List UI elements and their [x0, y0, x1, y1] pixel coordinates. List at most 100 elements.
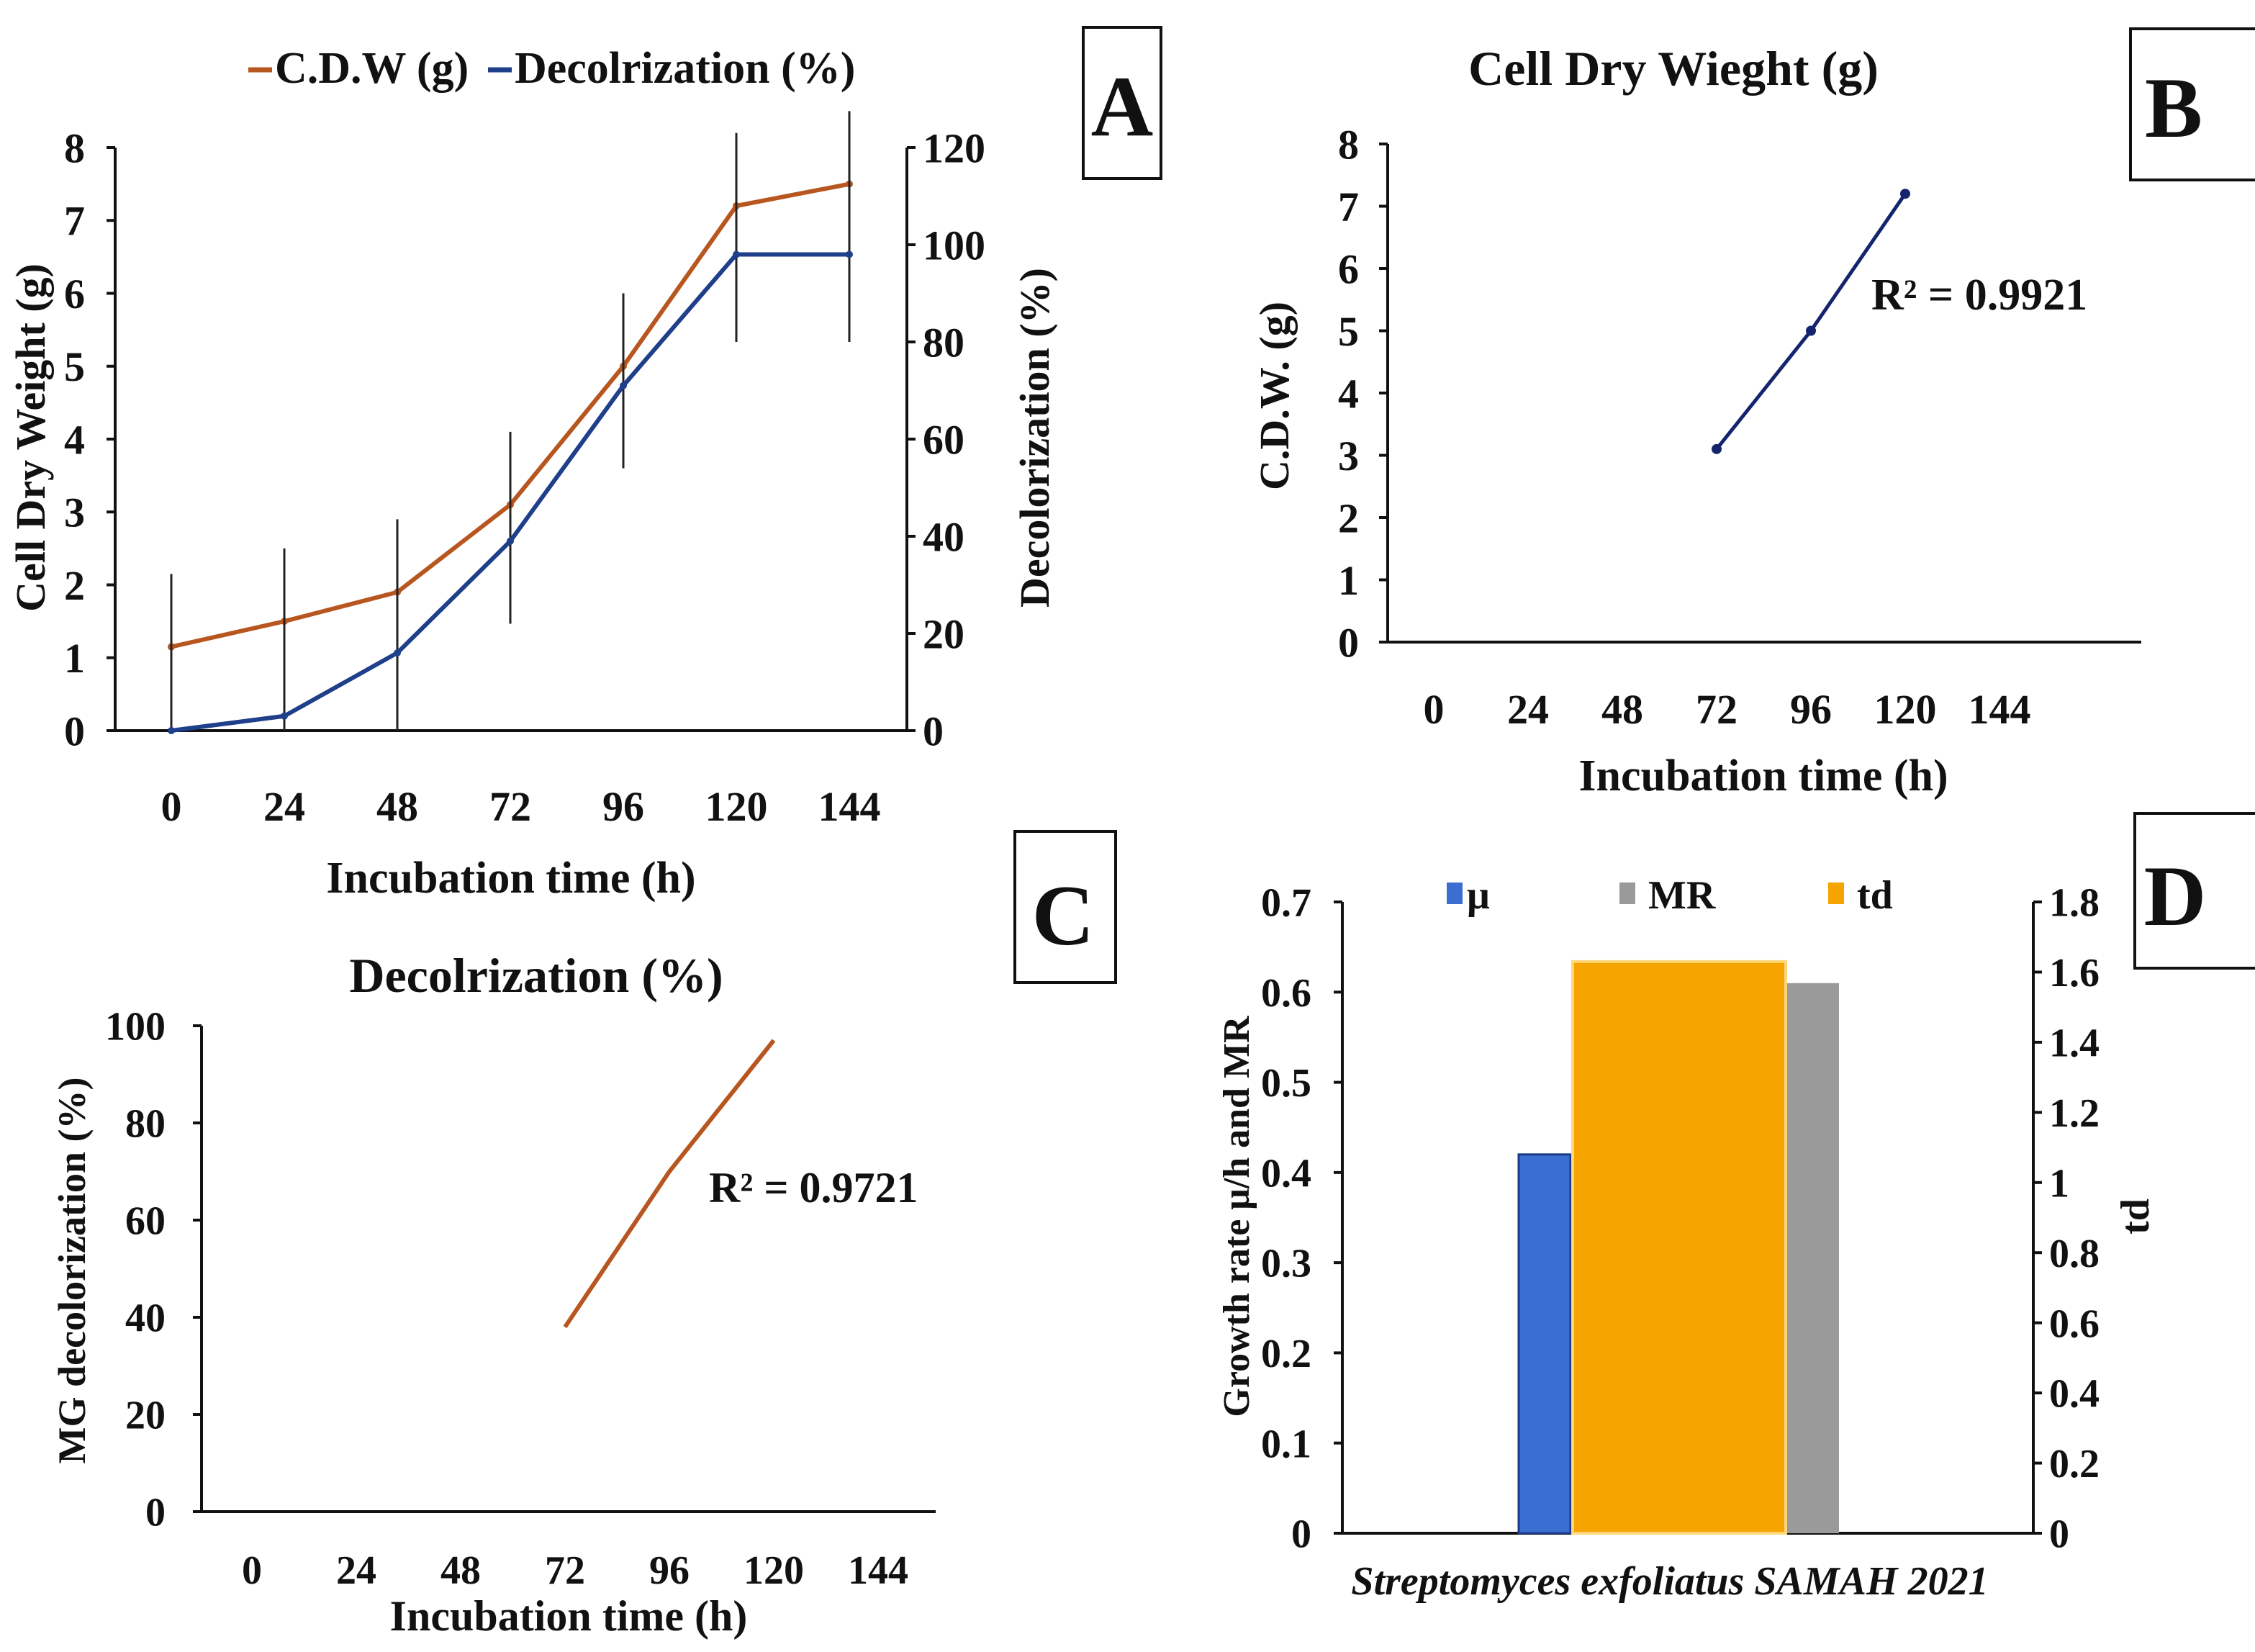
y2-tick-label: 0.8	[2049, 1232, 2100, 1276]
y-tick-label: 40	[125, 1296, 166, 1341]
y2-tick-label: 60	[923, 416, 964, 463]
x-tick-label: 96	[1790, 686, 1832, 733]
y-tick-label: 8	[64, 125, 85, 171]
x-tick-label: 48	[1601, 686, 1643, 733]
cdw-line	[1715, 192, 1907, 451]
y-tick-label: 7	[1338, 184, 1359, 230]
x-tick-label: 48	[440, 1548, 481, 1593]
cdw-point	[1900, 189, 1910, 199]
panel-label-box-d	[2133, 812, 2255, 970]
legend-decol-label: Decolrization (%)	[515, 44, 855, 93]
y-tick-label: 0	[1291, 1512, 1311, 1557]
y-tick-label: 0	[1338, 619, 1359, 666]
y2-tick-label: 80	[923, 319, 964, 366]
panel-label-box-a	[1082, 26, 1162, 180]
x-tick-label: 144	[848, 1548, 908, 1593]
cdw-point	[1806, 325, 1816, 336]
x-tick-label: 0	[1424, 686, 1445, 733]
r-squared-c: R² = 0.9721	[709, 1164, 918, 1211]
y-tick-label: 100	[105, 1005, 166, 1050]
legend-td-label: td	[1857, 873, 1893, 918]
x-axis-title-a: Incubation time (h)	[326, 854, 695, 903]
y-tick-label: 6	[1338, 245, 1359, 292]
y-tick-label: 0.2	[1261, 1332, 1311, 1376]
decolorization-point	[394, 649, 401, 656]
y-axis-title-b: C.D.W. (g)	[1251, 302, 1298, 490]
plot-area-c: 0 20 40 60 80 100 0 24 48 72 96 120 144	[105, 1005, 936, 1593]
x-tick-label: 144	[1969, 686, 2031, 733]
panel-label-box-b	[2129, 27, 2255, 181]
y-tick-label: 0	[64, 708, 85, 754]
chart-title-b: Cell Dry Wieght (g)	[1468, 41, 1879, 96]
panel-label-d: D	[2144, 848, 2207, 944]
y-axis-title-c: MG decolorization (%)	[50, 1078, 94, 1464]
x-tick-label: 120	[744, 1548, 804, 1593]
legend-a: C.D.W (g) Decolrization (%)	[248, 44, 855, 93]
panel-label-c: C	[1032, 867, 1095, 963]
y-tick-label: 0.4	[1261, 1151, 1311, 1196]
y-axis-title-a: Cell Dry Weight (g)	[7, 263, 54, 612]
decolorization-point	[733, 250, 740, 258]
panel-a: C.D.W (g) Decolrization (%) A 0123456780…	[7, 26, 1162, 903]
y-tick-label: 7	[64, 198, 85, 245]
y-tick-label: 0.3	[1261, 1242, 1311, 1286]
legend-mu-swatch	[1447, 883, 1463, 904]
x-tick-label: 48	[376, 783, 418, 830]
y-tick-label: 0.7	[1261, 881, 1311, 926]
y-tick-label: 4	[1338, 370, 1359, 417]
y2-axis-title-d: td	[2113, 1199, 2158, 1235]
x-tick-label: 144	[818, 783, 881, 830]
r-squared-b: R² = 0.9921	[1871, 271, 2087, 320]
y2-tick-label: 120	[923, 125, 985, 171]
x-tick-label: 96	[649, 1548, 690, 1593]
panel-label-box-c	[1013, 830, 1117, 984]
y-tick-label: 0	[145, 1491, 166, 1535]
decolorization-line	[563, 1039, 776, 1329]
panel-b: Cell Dry Wieght (g) B 0 1 2 3 4 5 6 7 8 0 24 48 72 96…	[1251, 27, 2255, 800]
y2-tick-label: 1.6	[2049, 951, 2100, 996]
decolorization-point	[281, 712, 288, 720]
y-tick-label: 5	[1338, 308, 1359, 355]
decolorization-point	[620, 382, 627, 389]
legend-d: μ MR td	[1447, 873, 1893, 918]
x-tick-label: 24	[336, 1548, 376, 1593]
x-tick-label: 96	[602, 783, 644, 830]
x-axis-title-b: Incubation time (h)	[1578, 751, 1948, 800]
cdw-point	[1712, 443, 1722, 454]
y2-axis-title-a: Decolorization (%)	[1011, 268, 1058, 608]
x-tick-label: 0	[242, 1548, 262, 1593]
y-tick-label: 3	[1338, 433, 1359, 479]
y2-tick-label: 0.4	[2049, 1372, 2100, 1417]
decolorization-point	[507, 537, 514, 545]
y2-tick-label: 1.2	[2049, 1091, 2100, 1136]
panel-label-a: A	[1091, 58, 1154, 154]
y-tick-label: 5	[64, 343, 85, 390]
y-tick-label: 20	[125, 1394, 166, 1438]
x-tick-label: 24	[1507, 686, 1549, 733]
td-bar	[1571, 960, 1787, 1535]
plot-area-d: 0 0.1 0.2 0.3 0.4 0.5 0.6 0.7 0 0.2 0.4 0.6 0.8 1 1.2 1…	[1261, 881, 2100, 1557]
x-axis-title-d: Streptomyces exfoliatus SAMAH 2021	[1351, 1559, 1988, 1604]
y-tick-label: 6	[64, 271, 85, 317]
panel-c: C Decolrization (%) 0 20 40 60 80 100 0 24 48 72 9…	[50, 830, 1117, 1640]
y-tick-label: 0.1	[1261, 1422, 1311, 1466]
y2-tick-label: 0.2	[2049, 1442, 2100, 1486]
legend-mr-label: MR	[1648, 873, 1716, 918]
y-tick-label: 0.5	[1261, 1061, 1311, 1106]
y-tick-label: 8	[1338, 121, 1359, 168]
legend-td-swatch	[1828, 883, 1844, 904]
y-tick-label: 1	[64, 635, 85, 682]
y-axis-title-d: Growth rate μ/h and MR	[1216, 1015, 1257, 1417]
y-tick-label: 1	[1338, 557, 1359, 604]
y-tick-label: 60	[125, 1199, 166, 1244]
panel-d: D μ MR td 00.10.20.30.40.50.60.700.20.40…	[1216, 812, 2255, 1604]
y2-tick-label: 0.6	[2049, 1301, 2100, 1346]
x-tick-label: 24	[263, 783, 305, 830]
legend-mu-label: μ	[1467, 873, 1490, 918]
y2-tick-label: 1.8	[2049, 881, 2100, 926]
y-tick-label: 0.6	[1261, 971, 1311, 1016]
y2-tick-label: 1.4	[2049, 1021, 2100, 1065]
x-tick-label: 72	[489, 783, 531, 830]
